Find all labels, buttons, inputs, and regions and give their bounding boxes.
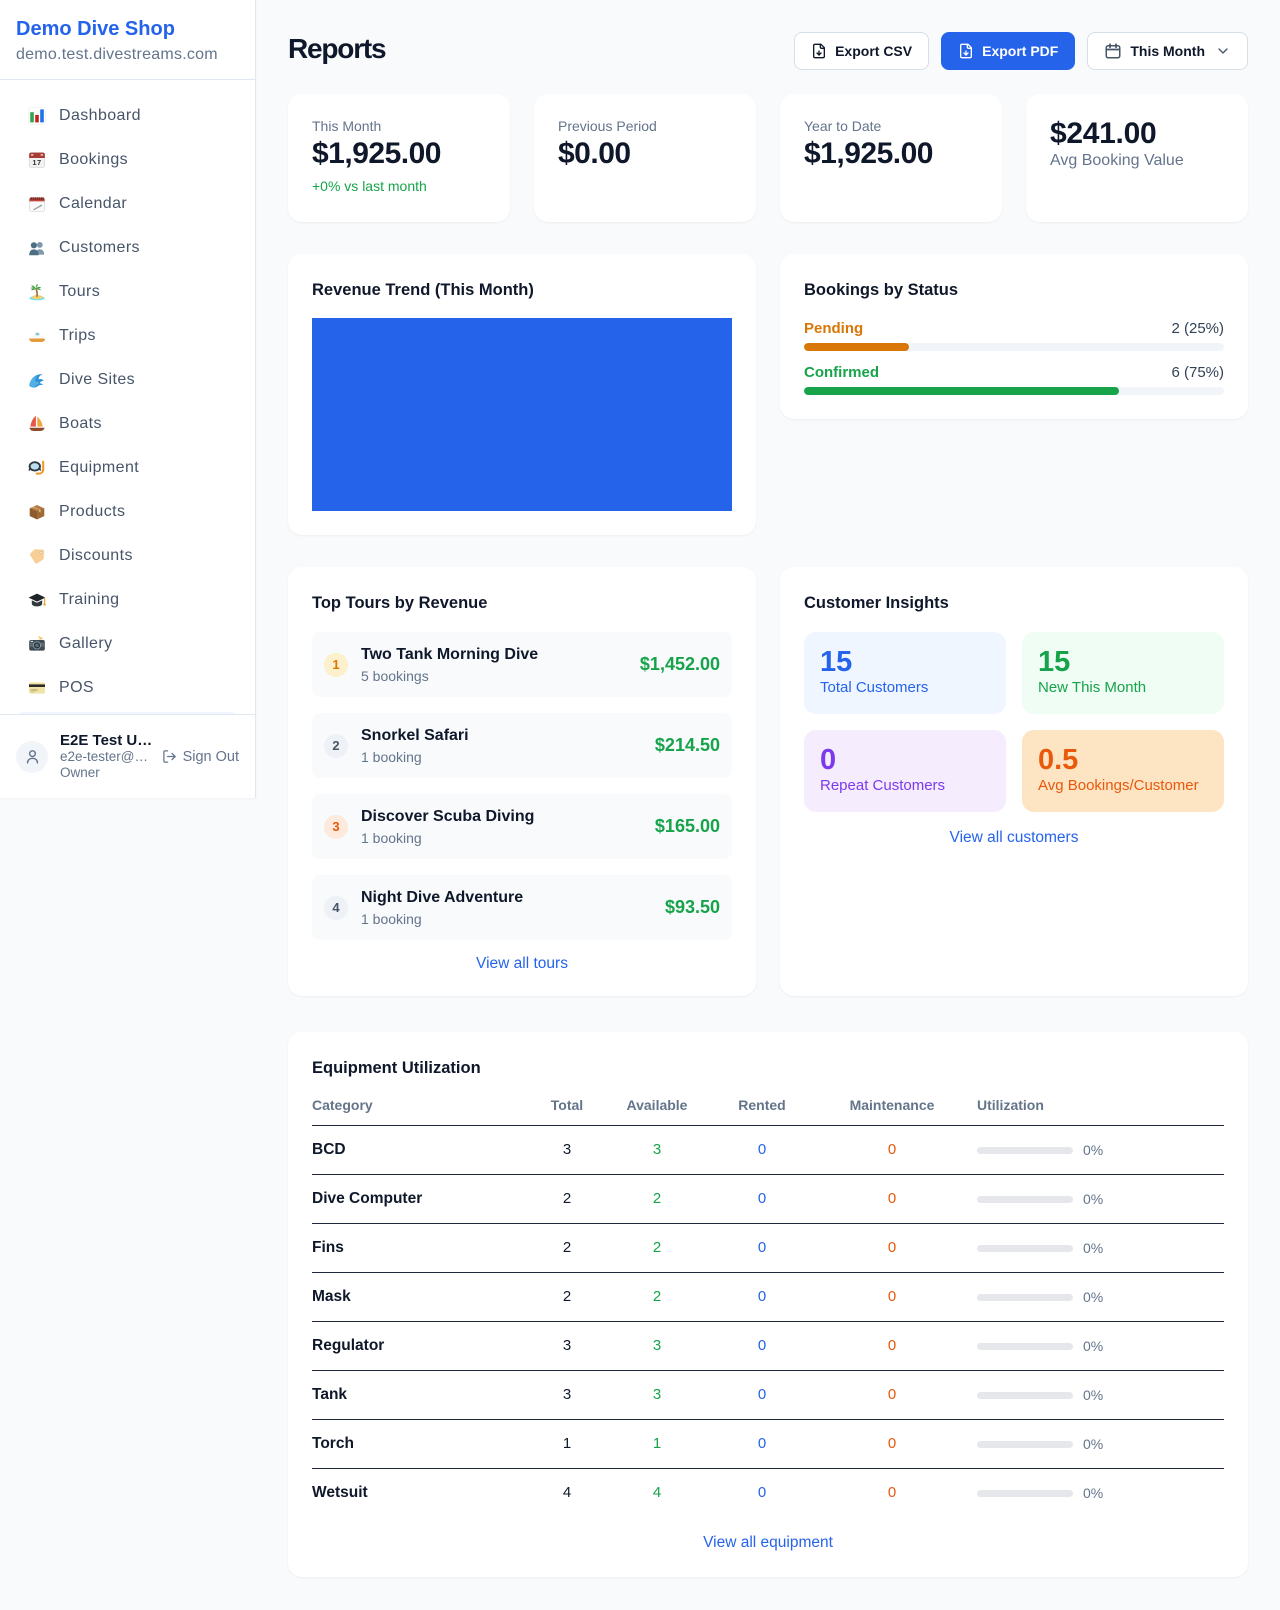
svg-text:17: 17 [32,158,41,167]
